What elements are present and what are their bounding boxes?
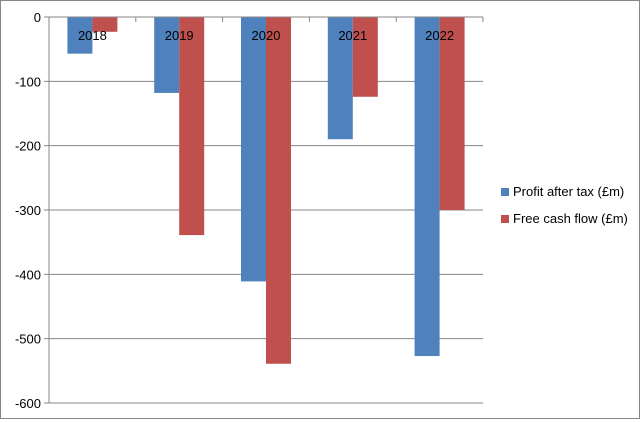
bar-profit-after-tax-2021 — [327, 17, 353, 140]
category-label: 2018 — [78, 28, 107, 43]
legend-label: Free cash flow (£m) — [513, 211, 628, 226]
legend-label: Profit after tax (£m) — [513, 184, 624, 199]
legend-swatch — [501, 188, 509, 196]
bar-profit-after-tax-2020 — [241, 17, 266, 282]
value-axis: 0 -100 -200 -300 -400 -500 -600 — [15, 10, 484, 411]
y-tick-label: -300 — [15, 203, 41, 218]
y-tick-label: -500 — [15, 332, 41, 347]
category-label: 2022 — [425, 28, 454, 43]
category-label: 2021 — [338, 28, 367, 43]
bar-free-cash-flow-2019 — [179, 17, 205, 236]
y-tick-label: -100 — [15, 74, 41, 89]
y-tick-label: -200 — [15, 139, 41, 154]
bars — [67, 17, 465, 364]
category-labels: 2018 2019 2020 2021 2022 — [78, 28, 454, 43]
bar-free-cash-flow-2022 — [439, 17, 465, 210]
legend-swatch — [501, 215, 509, 223]
bar-free-cash-flow-2020 — [266, 17, 291, 364]
bar-profit-after-tax-2018 — [67, 17, 93, 54]
bar-profit-after-tax-2019 — [154, 17, 180, 93]
category-label: 2020 — [252, 28, 281, 43]
bar-free-cash-flow-2021 — [352, 17, 378, 97]
bar-profit-after-tax-2022 — [414, 17, 440, 357]
legend: Profit after tax (£m) Free cash flow (£m) — [501, 184, 628, 226]
y-tick-label: -600 — [15, 396, 41, 411]
category-label: 2019 — [165, 28, 194, 43]
y-tick-label: 0 — [34, 10, 41, 25]
bar-free-cash-flow-2018 — [92, 17, 118, 32]
y-tick-label: -400 — [15, 267, 41, 282]
